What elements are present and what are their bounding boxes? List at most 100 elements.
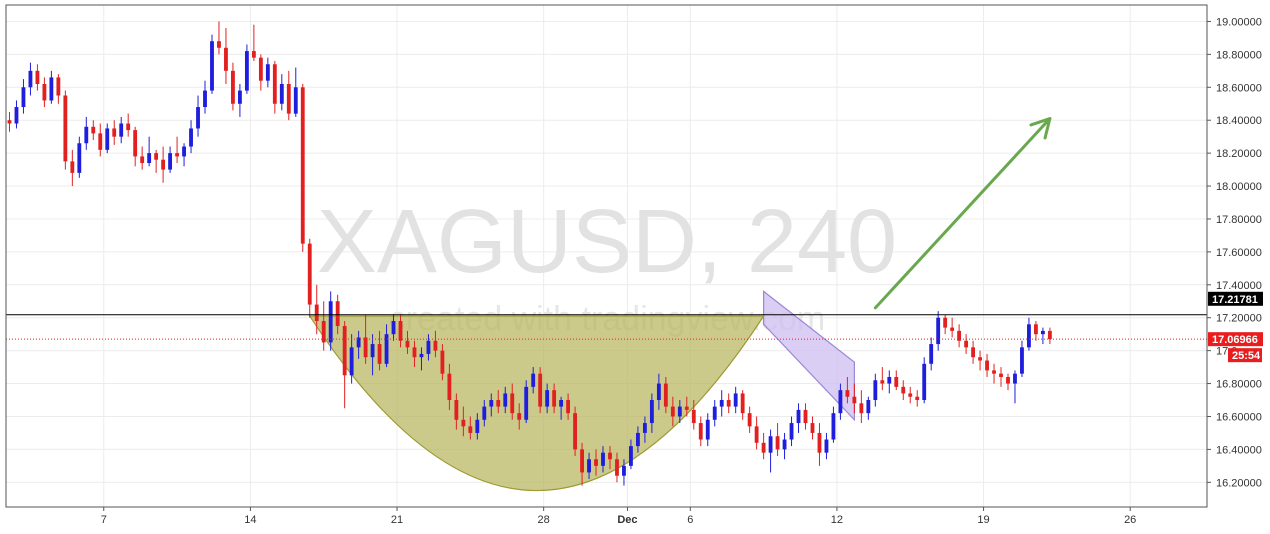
candle-body bbox=[91, 126, 96, 134]
candle-body bbox=[405, 340, 410, 348]
candle bbox=[384, 324, 389, 368]
candle bbox=[852, 383, 857, 414]
candle bbox=[321, 301, 326, 351]
candle bbox=[489, 393, 494, 417]
resistance-price-tag: 17.21781 bbox=[1208, 291, 1263, 306]
candle-body bbox=[140, 156, 145, 164]
candle-body bbox=[224, 47, 228, 71]
candle-body bbox=[971, 347, 976, 358]
candle-body bbox=[237, 90, 242, 104]
candle bbox=[747, 406, 752, 433]
candle-body bbox=[391, 321, 396, 335]
candle bbox=[363, 314, 368, 364]
candle bbox=[566, 393, 571, 420]
candle bbox=[35, 64, 40, 91]
candle-body bbox=[615, 459, 619, 476]
y-tick-label: 17.80000 bbox=[1216, 214, 1262, 226]
symbol-watermark: XAGUSD, 240 bbox=[317, 192, 897, 292]
candle bbox=[705, 413, 710, 447]
candle bbox=[98, 123, 103, 157]
candle-body bbox=[482, 406, 487, 420]
candle bbox=[726, 393, 731, 414]
candle-body bbox=[300, 87, 305, 244]
y-tick-label: 16.20000 bbox=[1216, 477, 1262, 489]
candle bbox=[608, 446, 612, 470]
candle-body bbox=[475, 419, 480, 433]
y-tick-label: 17.20000 bbox=[1216, 313, 1262, 325]
candle bbox=[140, 146, 145, 170]
candle-body bbox=[175, 153, 179, 157]
candle-body bbox=[852, 396, 857, 404]
candle bbox=[1006, 373, 1010, 391]
candle-body bbox=[712, 406, 717, 420]
current-price-tag: 17.06966 bbox=[1208, 332, 1263, 347]
projection-arrow-shaft bbox=[873, 117, 1052, 310]
candle-body bbox=[133, 130, 138, 157]
candle bbox=[468, 416, 473, 440]
candle bbox=[119, 116, 124, 144]
candle-body bbox=[845, 390, 850, 397]
candle-body bbox=[992, 370, 996, 374]
candle-body bbox=[915, 396, 920, 401]
y-tick-label: 16.40000 bbox=[1216, 444, 1262, 456]
candle bbox=[677, 400, 682, 424]
y-tick-label: 18.20000 bbox=[1216, 148, 1262, 160]
candle-body bbox=[447, 373, 452, 401]
candle-body bbox=[356, 337, 361, 348]
candle bbox=[196, 95, 200, 137]
candle-body bbox=[656, 383, 661, 401]
candle bbox=[154, 149, 159, 173]
candle-body bbox=[35, 70, 40, 85]
candle bbox=[740, 390, 745, 420]
candle-body bbox=[335, 301, 340, 326]
candle bbox=[77, 136, 82, 178]
candle-body bbox=[622, 465, 626, 476]
candle-body bbox=[559, 400, 564, 407]
candle-body bbox=[929, 344, 934, 364]
candle bbox=[398, 314, 403, 348]
candle bbox=[49, 70, 54, 104]
candle-body bbox=[182, 146, 186, 157]
candle-body bbox=[677, 406, 682, 417]
candle-body bbox=[587, 459, 591, 473]
current-price-tag-bg bbox=[1208, 332, 1263, 347]
candle-body bbox=[42, 84, 47, 101]
candle bbox=[957, 324, 962, 348]
candle-body bbox=[810, 423, 815, 433]
candle-body bbox=[936, 317, 941, 345]
candle-body bbox=[880, 380, 885, 384]
candle-body bbox=[580, 449, 584, 473]
candle bbox=[84, 116, 89, 150]
candle bbox=[649, 393, 654, 433]
candle-body bbox=[838, 390, 843, 414]
descending-channel bbox=[763, 290, 855, 422]
candle bbox=[656, 373, 661, 410]
candle bbox=[265, 57, 270, 88]
candle bbox=[817, 423, 822, 466]
candle bbox=[112, 120, 117, 145]
candle bbox=[552, 383, 557, 414]
candle bbox=[636, 426, 640, 453]
candle-body bbox=[1047, 330, 1052, 340]
candle bbox=[838, 383, 843, 420]
candle bbox=[56, 74, 61, 104]
rounding-bottom-pattern bbox=[308, 315, 765, 491]
candle bbox=[978, 350, 982, 371]
candle bbox=[999, 367, 1003, 387]
candle-body bbox=[538, 373, 543, 407]
candle bbox=[1034, 321, 1038, 341]
candle bbox=[622, 459, 626, 486]
resistance-price-tag-bg bbox=[1208, 291, 1263, 306]
countdown-tag-text: 25:54 bbox=[1232, 350, 1261, 362]
candle-body bbox=[1034, 324, 1038, 335]
candle bbox=[224, 28, 228, 85]
y-tick-label: 17.40000 bbox=[1216, 280, 1262, 292]
candles bbox=[7, 21, 1052, 486]
candle bbox=[768, 429, 773, 473]
candle-body bbox=[265, 64, 270, 81]
candle bbox=[244, 44, 249, 94]
candle-body bbox=[84, 126, 89, 144]
candle bbox=[943, 314, 948, 335]
candle bbox=[985, 353, 989, 377]
